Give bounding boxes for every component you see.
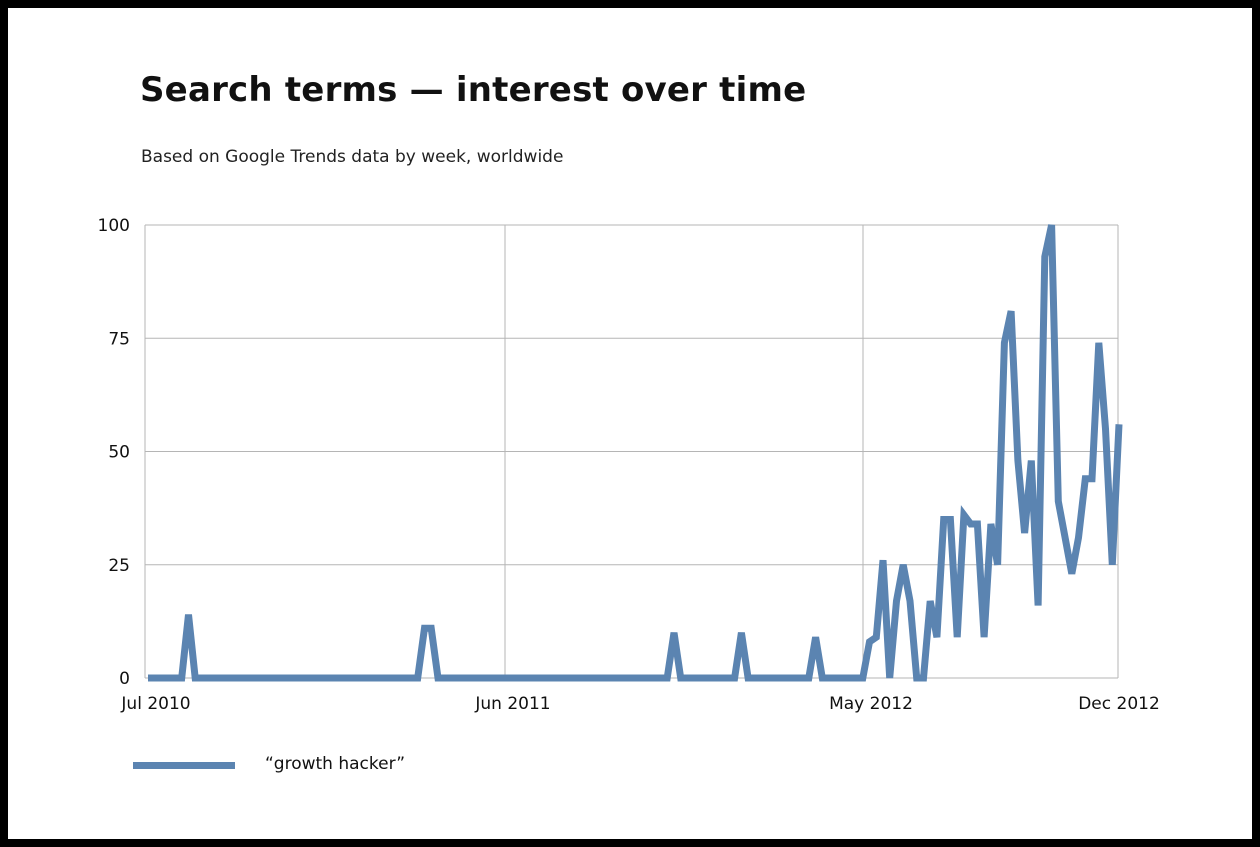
series-layer bbox=[148, 224, 1123, 682]
y-tick-label: 0 bbox=[119, 669, 130, 689]
x-tick-label: Jul 2010 bbox=[120, 694, 190, 714]
y-tick-label: 75 bbox=[108, 329, 130, 349]
x-tick-label: Dec 2012 bbox=[1078, 694, 1160, 714]
grid bbox=[144, 224, 1119, 679]
y-tick-label: 25 bbox=[108, 556, 130, 576]
x-tick-label: Jun 2011 bbox=[474, 694, 550, 714]
y-tick-label: 50 bbox=[108, 443, 130, 463]
legend: “growth hacker” bbox=[133, 754, 533, 778]
x-tick-label: May 2012 bbox=[829, 694, 913, 714]
axes: 0 25 50 75 100 Jul 2010 Jun 2011 May 2012 Dec 20… bbox=[98, 216, 1160, 714]
legend-label: “growth hacker” bbox=[265, 754, 406, 774]
legend-swatch bbox=[133, 762, 235, 769]
chart-title: Search terms — interest over time bbox=[140, 70, 807, 110]
y-tick-label: 100 bbox=[98, 216, 130, 236]
series-line bbox=[148, 224, 1123, 682]
chart-subtitle: Based on Google Trends data by week, wor… bbox=[141, 147, 564, 167]
